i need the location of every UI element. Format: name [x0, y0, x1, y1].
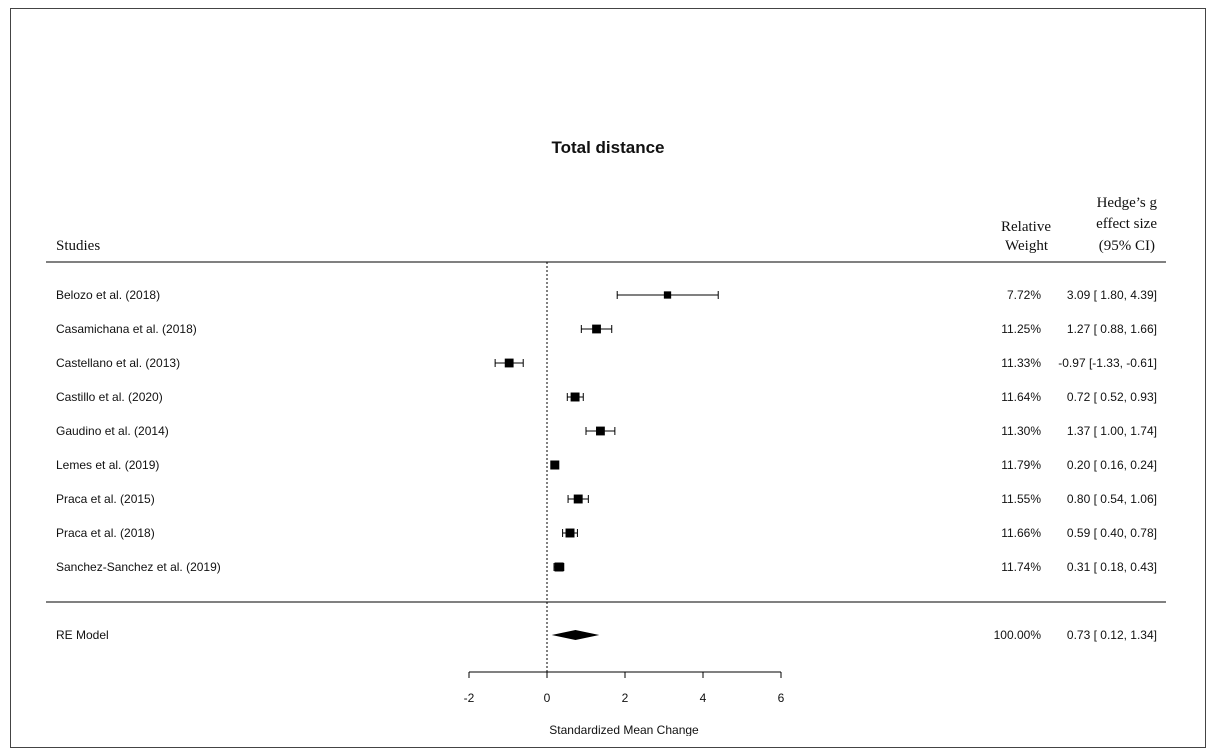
- study-label: Casamichana et al. (2018): [56, 322, 197, 336]
- point-estimate: [570, 392, 580, 402]
- study-row: Castillo et al. (2020) 11.64% 0.72 [ 0.52,…: [56, 390, 1157, 404]
- x-tick-label: 2: [622, 691, 629, 705]
- study-ci-text: 0.72 [ 0.52, 0.93]: [1067, 390, 1157, 404]
- study-ci-text: 1.27 [ 0.88, 1.66]: [1067, 322, 1157, 336]
- study-row: Belozo et al. (2018) 7.72% 3.09 [ 1.80, 4.…: [56, 288, 1157, 302]
- study-row: Gaudino et al. (2014) 11.30% 1.37 [ 1.00, …: [56, 424, 1157, 438]
- study-label: Sanchez-Sanchez et al. (2019): [56, 560, 221, 574]
- study-weight: 11.30%: [1001, 424, 1041, 438]
- study-weight: 11.74%: [1001, 560, 1041, 574]
- study-label: Castellano et al. (2013): [56, 356, 180, 370]
- study-label: Lemes et al. (2019): [56, 458, 159, 472]
- study-weight: 11.55%: [1001, 492, 1041, 506]
- summary-ci-text: 0.73 [ 0.12, 1.34]: [1067, 628, 1157, 642]
- study-row: Lemes et al. (2019) 11.79% 0.20 [ 0.16, 0.…: [56, 458, 1157, 472]
- study-label: Praca et al. (2018): [56, 526, 155, 540]
- point-estimate: [554, 562, 564, 572]
- point-estimate: [596, 426, 605, 436]
- study-weight: 11.25%: [1001, 322, 1041, 336]
- header-weight-line1: Relative: [1001, 219, 1051, 235]
- study-label: Gaudino et al. (2014): [56, 424, 169, 438]
- study-ci-text: 3.09 [ 1.80, 4.39]: [1067, 288, 1157, 302]
- study-weight: 11.33%: [1001, 356, 1041, 370]
- chart-title: Total distance: [551, 138, 664, 157]
- study-row: Castellano et al. (2013) 11.33% -0.97 [-1.…: [56, 356, 1157, 370]
- study-label: Belozo et al. (2018): [56, 288, 160, 302]
- study-weight: 11.64%: [1001, 390, 1041, 404]
- study-row: Sanchez-Sanchez et al. (2019) 11.74% 0.31 …: [56, 560, 1157, 574]
- header-studies: Studies: [56, 238, 100, 254]
- x-axis-label: Standardized Mean Change: [549, 723, 699, 736]
- study-ci-text: -0.97 [-1.33, -0.61]: [1058, 356, 1157, 370]
- x-axis: -2 0 2 4 6: [464, 671, 785, 705]
- summary-label: RE Model: [56, 628, 109, 642]
- summary-diamond: [551, 630, 600, 640]
- study-ci-text: 0.20 [ 0.16, 0.24]: [1067, 458, 1157, 472]
- x-tick-label: -2: [464, 691, 475, 705]
- study-ci-text: 1.37 [ 1.00, 1.74]: [1067, 424, 1157, 438]
- header-weight-line2: Weight: [1005, 238, 1049, 254]
- study-ci-text: 0.80 [ 0.54, 1.06]: [1067, 492, 1157, 506]
- study-row: Casamichana et al. (2018) 11.25% 1.27 [ 0.…: [56, 322, 1157, 336]
- header-effect-line3: (95% CI): [1099, 238, 1155, 254]
- study-row: Praca et al. (2018) 11.66% 0.59 [ 0.40, 0.…: [56, 526, 1157, 540]
- study-weight: 7.72%: [1007, 288, 1041, 302]
- point-estimate: [663, 291, 672, 299]
- x-tick-label: 4: [700, 691, 707, 705]
- point-estimate: [592, 324, 601, 334]
- study-weight: 11.79%: [1001, 458, 1041, 472]
- study-ci-text: 0.31 [ 0.18, 0.43]: [1067, 560, 1157, 574]
- x-tick-label: 6: [778, 691, 785, 705]
- summary-row: RE Model 100.00% 0.73 [ 0.12, 1.34]: [56, 628, 1157, 642]
- summary-weight: 100.00%: [994, 628, 1042, 642]
- header-effect-line1: Hedge’s g: [1097, 195, 1158, 211]
- point-estimate: [504, 358, 514, 368]
- study-label: Castillo et al. (2020): [56, 390, 163, 404]
- point-estimate: [565, 528, 575, 538]
- header-effect-line2: effect size: [1096, 216, 1157, 232]
- x-tick-label: 0: [544, 691, 551, 705]
- study-label: Praca et al. (2015): [56, 492, 155, 506]
- point-estimate: [573, 494, 583, 504]
- study-rows: Belozo et al. (2018) 7.72% 3.09 [ 1.80, 4.…: [56, 288, 1157, 574]
- study-row: Praca et al. (2015) 11.55% 0.80 [ 0.54, 1.…: [56, 492, 1157, 506]
- study-ci-text: 0.59 [ 0.40, 0.78]: [1067, 526, 1157, 540]
- point-estimate: [550, 460, 560, 470]
- study-weight: 11.66%: [1001, 526, 1041, 540]
